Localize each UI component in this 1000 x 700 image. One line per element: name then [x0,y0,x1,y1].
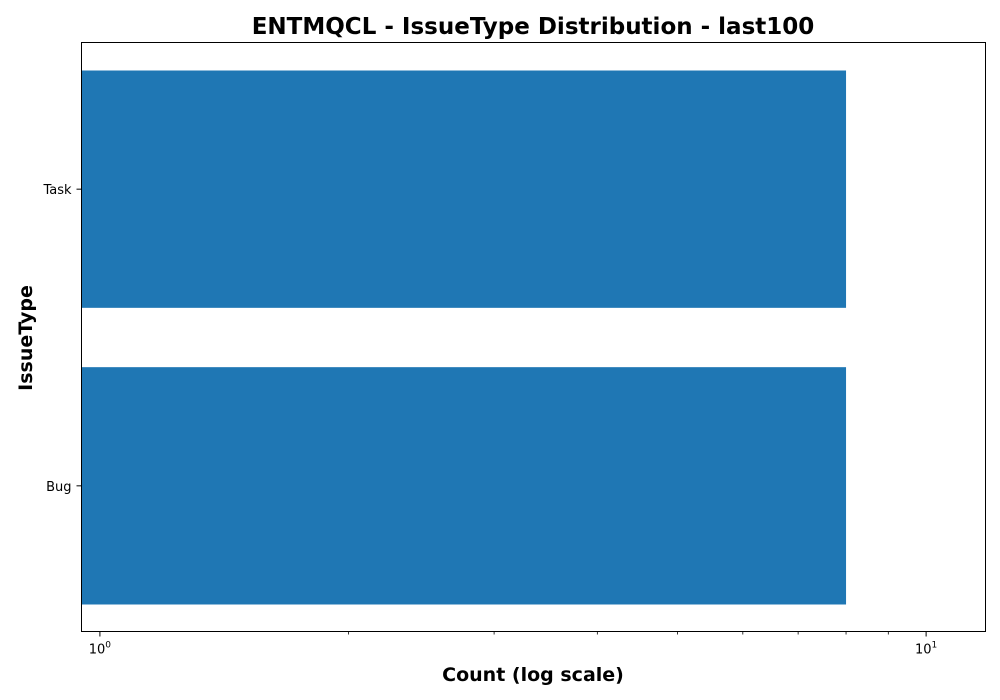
bars [81,70,847,605]
x-axis-ticks: 100 101 [89,631,937,658]
plot-frame [81,42,986,632]
x-axis-label: Count (log scale) [442,664,624,686]
x-tick-label: 100 [89,641,112,658]
y-axis-label: IssueType [15,285,37,391]
y-tick-label-task: Task [42,183,72,198]
bar-bug [81,367,847,605]
y-tick-label-bug: Bug [46,480,71,495]
y-axis-ticks: Bug Task [42,183,82,495]
x-tick-label: 101 [915,641,937,658]
chart-title: ENTMQCL - IssueType Distribution - last1… [252,14,815,40]
bar-task [81,70,847,308]
